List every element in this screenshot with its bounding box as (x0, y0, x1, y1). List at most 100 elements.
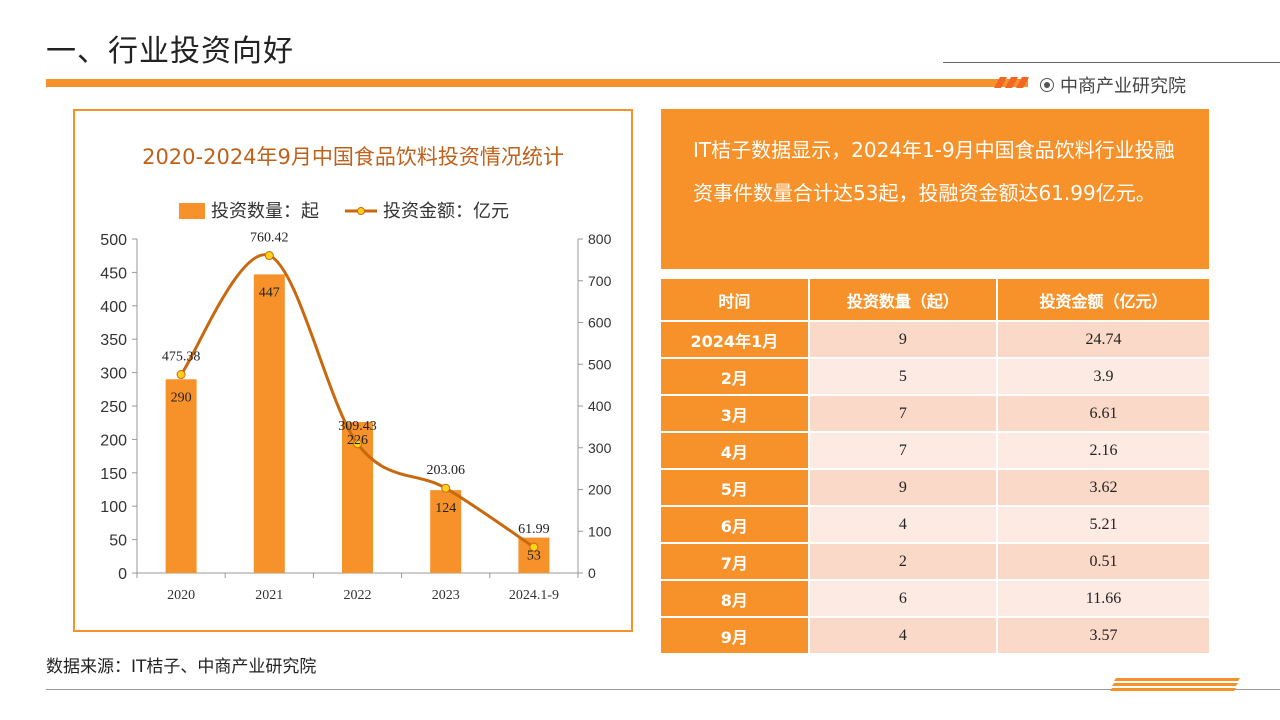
count-cell: 7 (809, 394, 998, 431)
table-header-row: 时间 投资数量（起） 投资金额（亿元） (661, 279, 1209, 320)
table-row: 2024年1月 9 24.74 (661, 320, 1209, 357)
chart-panel: 2020-2024年9月中国食品饮料投资情况统计 投资数量：起 投资金额：亿元 0 5… (73, 109, 633, 632)
left-tick-label: 150 (100, 466, 127, 483)
brand: 中商产业研究院 (1040, 72, 1186, 98)
brand-name: 中商产业研究院 (1060, 76, 1186, 97)
data-source: 数据来源：IT桔子、中商产业研究院 (46, 657, 317, 677)
header-time: 时间 (661, 279, 810, 320)
x-tick-label: 2024.1-9 (509, 588, 559, 603)
amount-cell: 11.66 (998, 579, 1209, 616)
left-tick-label: 50 (109, 533, 127, 550)
table-row: 5月 9 3.62 (661, 468, 1209, 505)
line-point (353, 439, 362, 449)
amount-cell: 2.16 (998, 431, 1209, 468)
left-tick-label: 500 (100, 232, 127, 249)
month-cell: 4月 (661, 431, 810, 468)
amount-cell: 0.51 (998, 542, 1209, 579)
bar-value-label: 290 (171, 390, 192, 405)
month-cell: 6月 (661, 505, 810, 542)
stripes-decoration (994, 77, 1029, 88)
summary-text: IT桔子数据显示，2024年1-9月中国食品饮料行业投融资事件数量合计达53起，… (693, 138, 1175, 205)
summary-box: IT桔子数据显示，2024年1-9月中国食品饮料行业投融资事件数量合计达53起，… (661, 109, 1209, 269)
legend-bar-swatch (179, 203, 205, 219)
right-tick-label: 0 (588, 565, 596, 581)
left-tick-label: 300 (100, 366, 127, 383)
line-value-label: 475.38 (162, 350, 201, 365)
table-row: 4月 7 2.16 (661, 431, 1209, 468)
legend-line-marker (357, 207, 365, 215)
line-point (264, 251, 274, 261)
line-point (176, 370, 186, 380)
footer-stripes-decoration (1110, 678, 1240, 691)
month-cell: 2月 (661, 357, 810, 394)
right-tick-label: 500 (588, 356, 612, 372)
count-cell: 4 (809, 616, 998, 653)
table-row: 3月 7 6.61 (661, 394, 1209, 431)
amount-cell: 3.62 (998, 468, 1209, 505)
table-row: 8月 6 11.66 (661, 579, 1209, 616)
header-count: 投资数量（起） (809, 279, 998, 320)
footer-divider-line (46, 689, 1280, 690)
amount-cell: 5.21 (998, 505, 1209, 542)
count-cell: 7 (809, 431, 998, 468)
left-tick-label: 0 (118, 566, 127, 583)
month-cell: 2024年1月 (661, 320, 810, 357)
header-amount: 投资金额（亿元） (998, 279, 1209, 320)
legend-bar-label: 投资数量：起 (211, 201, 319, 222)
line-value-label: 203.06 (426, 463, 465, 478)
count-cell: 5 (809, 357, 998, 394)
right-tick-label: 700 (588, 273, 612, 289)
month-cell: 5月 (661, 468, 810, 505)
bar-value-label: 226 (347, 433, 368, 448)
table-row: 6月 4 5.21 (661, 505, 1209, 542)
x-tick-label: 2022 (344, 588, 372, 603)
bar-value-label: 124 (435, 501, 456, 516)
left-tick-label: 450 (100, 265, 127, 282)
right-tick-label: 400 (588, 398, 612, 414)
bar-value-label: 53 (527, 549, 541, 564)
line-value-label: 760.42 (250, 231, 288, 246)
table-row: 9月 4 3.57 (661, 616, 1209, 653)
x-tick-label: 2021 (255, 588, 283, 603)
right-tick-label: 300 (588, 440, 612, 456)
right-tick-label: 600 (588, 315, 612, 331)
month-cell: 7月 (661, 542, 810, 579)
monthly-investment-table: 时间 投资数量（起） 投资金额（亿元） 2024年1月 9 24.74 2月 5 3.9 3… (661, 279, 1209, 653)
month-cell: 3月 (661, 394, 810, 431)
right-tick-label: 200 (588, 482, 612, 498)
bar (165, 379, 197, 573)
right-tick-label: 100 (588, 523, 612, 539)
bar (253, 274, 285, 573)
line-point (529, 542, 539, 552)
count-cell: 9 (809, 320, 998, 357)
line-point (441, 483, 451, 493)
left-tick-label: 250 (100, 399, 127, 416)
amount-cell: 24.74 (998, 320, 1209, 357)
combo-chart: 投资数量：起 投资金额：亿元 0 50 100 150 200 250 300 350 400 450… (100, 201, 612, 603)
amount-cell: 3.9 (998, 357, 1209, 394)
month-cell: 9月 (661, 616, 810, 653)
amount-cell: 6.61 (998, 394, 1209, 431)
left-tick-label: 100 (100, 499, 127, 516)
count-cell: 2 (809, 542, 998, 579)
left-tick-label: 350 (100, 332, 127, 349)
count-cell: 9 (809, 468, 998, 505)
chart-title: 2020-2024年9月中国食品饮料投资情况统计 (142, 145, 564, 169)
amount-cell: 3.57 (998, 616, 1209, 653)
bar-value-label: 447 (259, 285, 280, 300)
count-cell: 4 (809, 505, 998, 542)
left-tick-label: 400 (100, 299, 127, 316)
right-tick-label: 800 (588, 231, 612, 247)
count-cell: 6 (809, 579, 998, 616)
x-tick-label: 2020 (167, 588, 195, 603)
page-title: 一、行业投资向好 (46, 34, 294, 69)
brand-logo-icon (1040, 78, 1054, 92)
month-cell: 8月 (661, 579, 810, 616)
table-row: 7月 2 0.51 (661, 542, 1209, 579)
table-row: 2月 5 3.9 (661, 357, 1209, 394)
header-divider-line (943, 62, 1280, 63)
bar (430, 490, 462, 573)
title-underline-bar (46, 79, 1028, 87)
legend-line-label: 投资金额：亿元 (383, 201, 509, 222)
line-value-label: 309.43 (338, 419, 377, 434)
